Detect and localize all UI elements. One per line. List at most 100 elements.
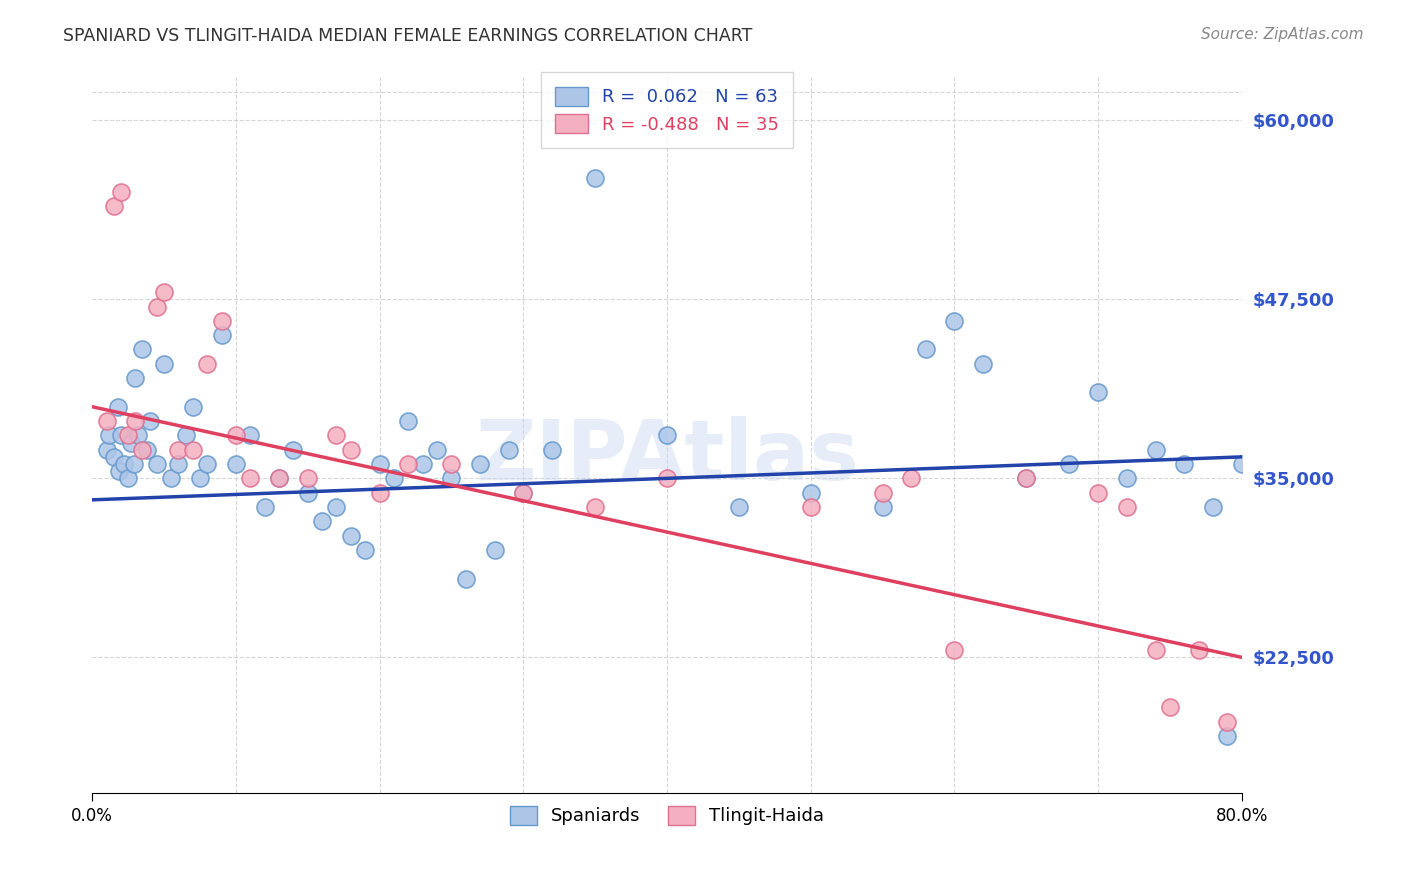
Point (96, 442, 118, 457)
Point (914, 343, 936, 357)
Point (872, 500, 894, 514)
Point (181, 400, 204, 414)
Point (382, 471, 405, 485)
Point (396, 457, 419, 471)
Point (440, 471, 463, 485)
Point (124, 371, 146, 385)
Point (484, 543, 506, 558)
Point (211, 314, 233, 328)
Point (1115, 500, 1137, 514)
Point (297, 485, 319, 500)
Point (396, 414, 419, 428)
Point (498, 442, 520, 457)
Point (117, 428, 139, 442)
Point (454, 572, 477, 586)
Point (167, 442, 190, 457)
Point (1173, 457, 1195, 471)
Point (195, 357, 218, 371)
Point (800, 485, 823, 500)
Point (426, 442, 449, 457)
Point (122, 457, 145, 471)
Point (800, 500, 823, 514)
Point (160, 471, 183, 485)
Point (103, 199, 125, 213)
Point (153, 285, 176, 300)
Point (872, 485, 894, 500)
Point (368, 485, 391, 500)
Point (110, 428, 132, 442)
Text: SPANIARD VS TLINGIT-HAIDA MEDIAN FEMALE EARNINGS CORRELATION CHART: SPANIARD VS TLINGIT-HAIDA MEDIAN FEMALE … (63, 27, 752, 45)
Point (1230, 457, 1253, 471)
Point (512, 485, 534, 500)
Point (1216, 714, 1239, 729)
Point (188, 471, 211, 485)
Point (943, 314, 966, 328)
Point (340, 528, 363, 542)
Point (107, 400, 129, 414)
Point (655, 471, 678, 485)
Point (1015, 471, 1038, 485)
Point (512, 485, 534, 500)
Point (146, 300, 169, 314)
Point (325, 500, 347, 514)
Point (112, 457, 135, 471)
Point (1059, 457, 1081, 471)
Point (1216, 729, 1239, 743)
Point (146, 457, 169, 471)
Point (174, 428, 197, 442)
Point (900, 471, 922, 485)
Point (98, 428, 121, 442)
Point (96, 414, 118, 428)
Point (283, 442, 305, 457)
Point (120, 435, 142, 450)
Point (167, 457, 190, 471)
Point (1188, 643, 1211, 657)
Point (583, 170, 606, 185)
Point (225, 428, 247, 442)
Text: Source: ZipAtlas.com: Source: ZipAtlas.com (1201, 27, 1364, 42)
Point (108, 464, 131, 478)
Point (440, 457, 463, 471)
Point (727, 500, 749, 514)
Legend: Spaniards, Tlingit-Haida: Spaniards, Tlingit-Haida (501, 797, 834, 834)
Point (470, 457, 492, 471)
Point (131, 343, 153, 357)
Point (124, 414, 146, 428)
Point (253, 500, 276, 514)
Point (211, 328, 233, 343)
Point (1087, 485, 1109, 500)
Point (368, 457, 391, 471)
Point (325, 428, 347, 442)
Point (1087, 385, 1109, 400)
Point (267, 471, 290, 485)
Point (1015, 471, 1038, 485)
Point (135, 442, 157, 457)
Point (583, 500, 606, 514)
Point (354, 543, 377, 558)
Point (311, 514, 333, 528)
Point (972, 357, 994, 371)
Point (655, 428, 678, 442)
Text: ZIPAtlas: ZIPAtlas (475, 417, 859, 498)
Point (153, 357, 176, 371)
Point (117, 471, 139, 485)
Point (110, 185, 132, 199)
Point (1159, 700, 1181, 714)
Point (181, 442, 204, 457)
Point (239, 471, 262, 485)
Point (1115, 471, 1137, 485)
Point (943, 643, 966, 657)
Point (1144, 643, 1167, 657)
Point (340, 442, 363, 457)
Point (297, 471, 319, 485)
Point (239, 428, 262, 442)
Point (267, 471, 290, 485)
Point (131, 442, 153, 457)
Point (1202, 500, 1225, 514)
Point (195, 457, 218, 471)
Point (541, 442, 564, 457)
Point (412, 457, 434, 471)
Point (103, 450, 125, 464)
Point (225, 457, 247, 471)
Point (138, 414, 160, 428)
